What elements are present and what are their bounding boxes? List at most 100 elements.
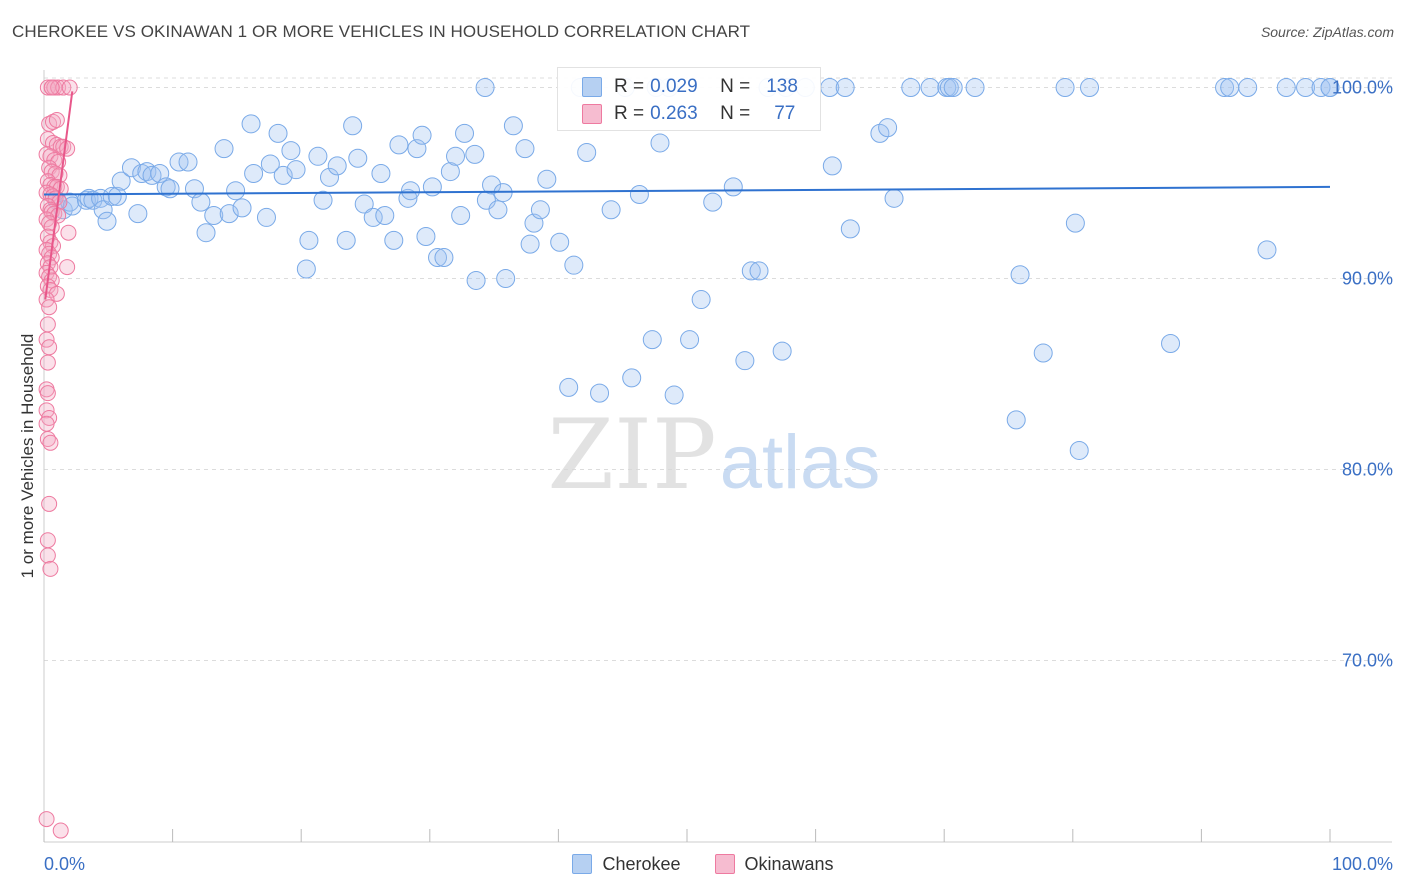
cherokee-point [901,78,921,98]
okinawans-point [39,354,56,371]
cherokee-point [286,160,306,180]
cherokee-point [920,78,940,98]
stats-legend: R = 0.029 N = 138 R = 0.263 N = 77 [557,67,821,131]
okinawans-point [39,316,56,333]
cherokee-point [822,156,842,176]
y-axis-label: 1 or more Vehicles in Household [18,333,37,579]
r-label: R = [614,103,645,124]
cherokee-point [327,156,347,176]
cherokee-point [93,200,113,220]
cherokee-point [214,139,234,159]
cherokee-point [1296,78,1316,98]
y-tick-label: 100.0% [1332,78,1393,98]
watermark-zip: ZIP [547,399,716,511]
cherokee-point [943,78,963,98]
cherokee-point [451,206,471,226]
cherokee-point [196,223,216,243]
chart-title: CHEROKEE VS OKINAWAN 1 OR MORE VEHICLES … [12,22,751,41]
okinawans-legend-swatch [714,854,735,874]
cherokee-point [281,141,301,161]
cherokee-n-value: 138 [766,76,798,97]
legend-row-cherokee: R = 0.029 N = 138 [558,75,798,99]
y-tick-label: 80.0% [1342,460,1393,480]
cherokee-point [178,152,198,172]
cherokee-trend-line [43,185,1331,196]
cherokee-point [260,154,280,174]
cherokee-point [299,230,319,250]
cherokee-point [1055,78,1075,98]
cherokee-point [466,270,486,290]
cherokee-point [440,162,460,182]
cherokee-r-value: 0.029 [650,76,698,97]
okinawans-point [60,224,77,241]
cherokee-point [1257,240,1277,260]
cherokee-point [273,165,293,185]
okinawans-point [39,532,56,549]
cherokee-point [343,116,363,136]
cherokee-point [465,144,485,164]
legend-row-okinawans: R = 0.263 N = 77 [558,102,795,126]
cherokee-point [389,135,409,155]
cherokee-point [629,185,649,205]
cherokee-point [319,167,339,187]
source-label: Source: ZipAtlas.com [1260,24,1394,40]
cherokee-point [488,200,508,220]
cherokee-point [204,206,224,226]
cherokee-point [1006,410,1026,430]
cherokee-point [482,175,502,195]
cherokee-point [723,177,743,197]
cherokee-point [590,383,610,403]
cherokee-point [111,171,131,191]
cherokee-point [336,230,356,250]
okinawans-point [50,79,67,96]
cherokee-point [296,259,316,279]
okinawans-legend-label: Okinawans [744,853,834,874]
cherokee-point [428,248,448,268]
cherokee-point [219,204,239,224]
cherokee-legend-label: Cherokee [602,853,681,874]
cherokee-point [121,158,141,178]
cherokee-point [83,190,103,210]
cherokee-point [160,179,180,199]
legend-item-cherokee[interactable]: Cherokee [572,853,681,875]
okinawans-point [42,434,59,451]
cherokee-point [741,261,761,281]
cherokee-point [601,200,621,220]
okinawans-point [41,339,58,356]
cherokee-point [537,169,557,189]
okinawans-point [38,415,55,432]
cherokee-point [1161,333,1181,353]
x-tick-label-min: 0.0% [44,854,85,874]
okinawans-point [55,79,72,96]
cherokee-point [434,248,454,268]
cherokee-point [503,116,523,136]
cherokee-point [354,194,374,214]
axes [43,70,1392,843]
cherokee-point [550,232,570,252]
cherokee-point [371,164,391,183]
okinawans-point [61,79,78,96]
okinawans-point [38,811,55,828]
cherokee-point [835,78,855,98]
cherokee-point [1065,213,1085,233]
cherokee-point [1215,78,1235,98]
gridlines [44,77,1392,662]
cherokee-point [1276,78,1296,98]
cherokee-point [232,198,252,218]
okinawans-n-value: 77 [774,103,796,124]
cherokee-point [107,186,127,206]
cherokee-point [384,230,404,250]
cherokee-point [128,204,148,224]
cherokee-point [62,196,82,216]
cherokee-point [398,188,418,208]
x-tick-label-max: 100.0% [1332,854,1393,874]
cherokee-point [564,255,584,275]
okinawans-point [59,140,76,157]
cherokee-point [878,118,898,138]
okinawans-point [39,547,56,564]
okinawans-point [39,385,56,402]
okinawans-trend-line [44,91,74,300]
legend-item-okinawans[interactable]: Okinawans [714,853,834,875]
cherokee-point [256,207,276,227]
cherokee-point [650,133,670,153]
